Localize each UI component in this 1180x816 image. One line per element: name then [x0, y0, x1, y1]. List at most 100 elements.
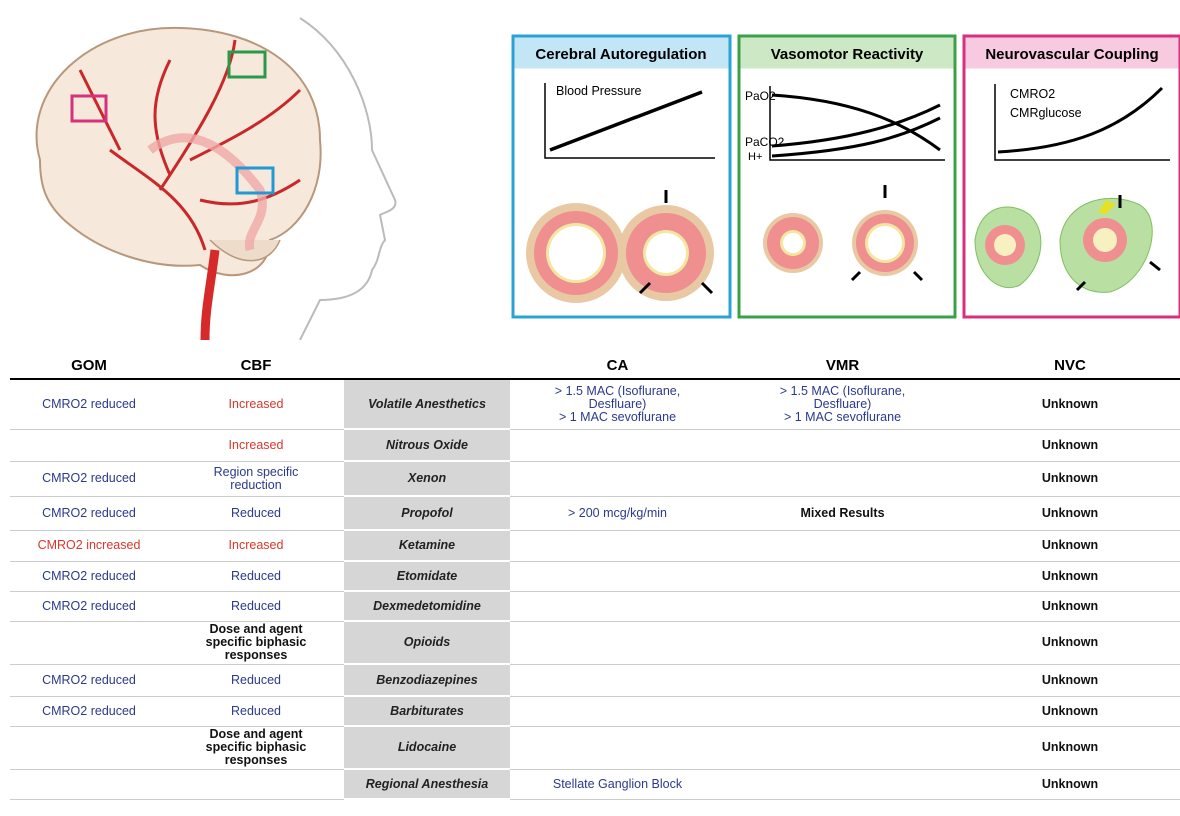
cell-text: Unknown — [1041, 776, 1099, 791]
cbf-cell: Dose and agent specific biphasic respons… — [168, 621, 344, 665]
brain — [35, 17, 397, 340]
cbf-cell — [168, 769, 344, 800]
panel: Cerebral Autoregulation Blood Pressure — [511, 34, 732, 319]
cbf-cell: Reduced — [168, 591, 344, 622]
header-row: GOM CBF CA VMR NVC — [10, 352, 1180, 380]
table-row: CMRO2 reduced Reduced Dexmedetomidine Unkno… — [10, 591, 1180, 622]
cell-text: Reduced — [230, 703, 282, 718]
cell-text: Unknown — [1041, 703, 1099, 718]
nvc-cell: Unknown — [960, 726, 1180, 770]
table-row: CMRO2 increased Increased Ketamine Unknown — [10, 530, 1180, 562]
cell-text: CMRO2 reduced — [42, 568, 136, 583]
nvc-cell: Unknown — [960, 696, 1180, 727]
cell-text: > 200 mcg/kg/min — [567, 505, 667, 520]
cell-text: Unknown — [1041, 598, 1099, 613]
cell-text: CMRO2 reduced — [42, 505, 136, 520]
vmr-cell: Mixed Results — [725, 496, 960, 531]
vmr-cell: > 1.5 MAC (Isoflurane, Desfluare) > 1 MAC… — [725, 379, 960, 430]
cell-line: > 1 MAC sevoflurane — [558, 409, 677, 424]
agent-cell: Dexmedetomidine — [344, 591, 510, 622]
cell-text: CMRO2 reduced — [42, 672, 136, 687]
ca-cell — [510, 621, 725, 665]
cell-text: CMRO2 reduced — [42, 703, 136, 718]
ca-cell — [510, 591, 725, 622]
vmr-cell — [725, 591, 960, 622]
agent-cell: Barbiturates — [344, 696, 510, 727]
vmr-cell — [725, 726, 960, 770]
cbf-cell: Reduced — [168, 696, 344, 727]
vmr-cell — [725, 561, 960, 592]
cell-text: Unknown — [1041, 437, 1099, 452]
agent-cell: Regional Anesthesia — [344, 769, 510, 800]
vmr-cell — [725, 461, 960, 497]
header: GOM — [10, 352, 168, 380]
panel-title: Neurovascular Coupling — [985, 46, 1158, 63]
cell-text: Reduced — [230, 505, 282, 520]
gom-cell: CMRO2 reduced — [10, 696, 168, 727]
header: NVC — [960, 352, 1180, 380]
cell-text: CMRO2 increased — [37, 538, 141, 552]
agent-cell: Xenon — [344, 461, 510, 497]
cell-text: Increased — [228, 437, 284, 452]
agent-cell: Propofol — [344, 496, 510, 531]
illustration: Cerebral Autoregulation Blood Pressure V… — [35, 17, 1180, 340]
cell-text: Unknown — [1041, 396, 1099, 411]
ca-cell — [510, 530, 725, 562]
table-row: Dose and agent specific biphasic respons… — [10, 621, 1180, 665]
header: VMR — [725, 352, 960, 380]
ca-cell — [510, 664, 725, 697]
nvc-cell: Unknown — [960, 429, 1180, 462]
vmr-cell — [725, 621, 960, 665]
cell-text: Stellate Ganglion Block — [552, 776, 683, 791]
nvc-cell: Unknown — [960, 530, 1180, 562]
cell-text: CMRO2 reduced — [42, 598, 136, 613]
vmr-cell — [725, 664, 960, 697]
cell-text: Unknown — [1041, 471, 1099, 485]
table-row: CMRO2 reduced Reduced Benzodiazepines Unkno… — [10, 664, 1180, 697]
header: CBF — [168, 352, 344, 380]
cbf-cell: Reduced — [168, 664, 344, 697]
ca-cell: > 1.5 MAC (Isoflurane, Desfluare) > 1 MAC… — [510, 379, 725, 430]
gom-cell — [10, 621, 168, 665]
vmr-cell — [725, 429, 960, 462]
table-row: Dose and agent specific biphasic respons… — [10, 726, 1180, 770]
graph-label: Blood Pressure — [556, 84, 642, 98]
table-row: CMRO2 reduced Reduced Propofol > 200 mcg/kg… — [10, 496, 1180, 531]
nvc-cell: Unknown — [960, 591, 1180, 622]
cell-text: Unknown — [1041, 672, 1099, 687]
table-row: Increased Nitrous Oxide Unknown — [10, 429, 1180, 462]
cell-text: Unknown — [1041, 505, 1099, 520]
nvc-cell: Unknown — [960, 461, 1180, 497]
cell-text: Dose and agent specific biphasic respons… — [205, 622, 307, 662]
gom-cell — [10, 429, 168, 462]
gom-cell: CMRO2 increased — [10, 530, 168, 562]
cell-text: Unknown — [1041, 568, 1099, 583]
table-row: CMRO2 reduced Increased Volatile Anestheti… — [10, 379, 1180, 430]
cell-text: Unknown — [1041, 538, 1099, 552]
header: CA — [510, 352, 725, 380]
ca-cell — [510, 726, 725, 770]
gom-cell: CMRO2 reduced — [10, 461, 168, 497]
cell-text: Mixed Results — [800, 505, 885, 520]
vmr-cell — [725, 696, 960, 727]
table-row: CMRO2 reduced Reduced Etomidate Unknown — [10, 561, 1180, 592]
cell-text: Region specific reduction — [213, 464, 299, 492]
nvc-cell: Unknown — [960, 664, 1180, 697]
cbf-cell: Increased — [168, 379, 344, 430]
cell-text: Increased — [228, 396, 284, 411]
panel-title: Vasomotor Reactivity — [771, 46, 924, 63]
cell-text: CMRO2 reduced — [42, 471, 136, 485]
ca-cell — [510, 561, 725, 592]
agent-cell: Opioids — [344, 621, 510, 665]
ca-cell — [510, 696, 725, 727]
gom-cell: CMRO2 reduced — [10, 379, 168, 430]
gom-cell: CMRO2 reduced — [10, 561, 168, 592]
panel: Neurovascular Coupling CMRO2 CMRglucose — [962, 34, 1180, 319]
ca-cell — [510, 461, 725, 497]
graph-label: H+ — [748, 151, 762, 163]
graph-label: CMRglucose — [1010, 106, 1082, 120]
agent-cell: Benzodiazepines — [344, 664, 510, 697]
nvc-cell: Unknown — [960, 496, 1180, 531]
cbf-cell: Dose and agent specific biphasic respons… — [168, 726, 344, 770]
